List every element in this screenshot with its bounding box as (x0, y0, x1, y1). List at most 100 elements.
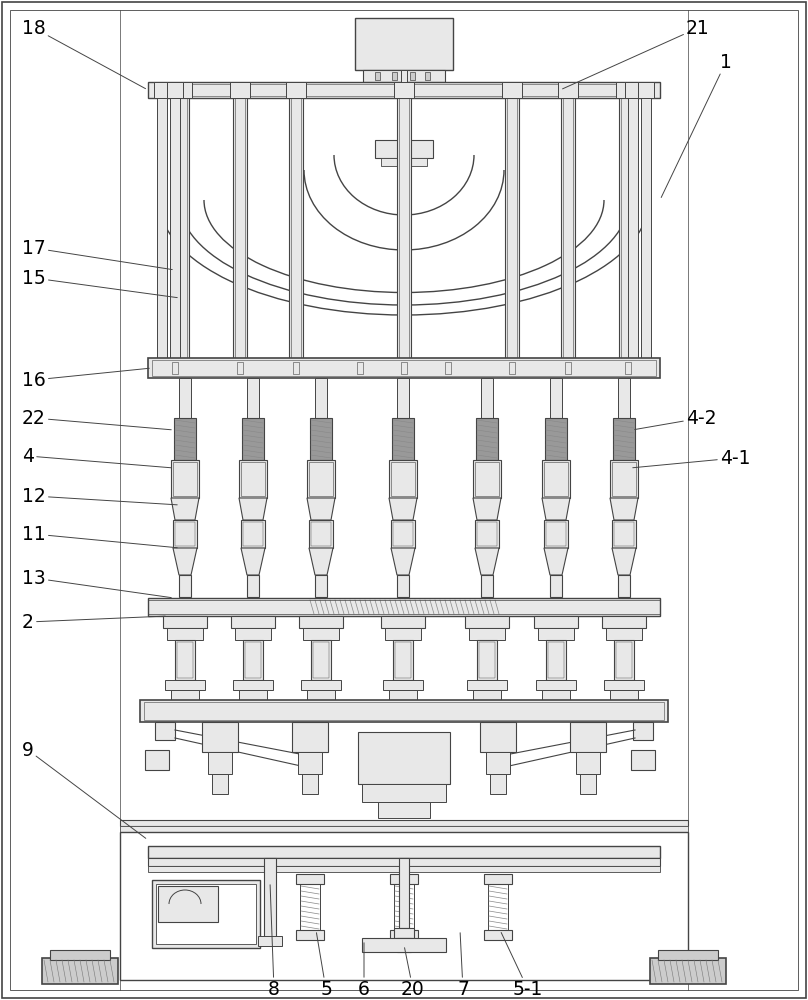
Bar (425, 72, 430, 80)
Bar (488, 884, 508, 930)
Bar (484, 874, 512, 884)
Bar (177, 98, 187, 368)
Bar (612, 520, 636, 548)
Bar (230, 82, 250, 98)
Bar (375, 140, 433, 158)
Bar (618, 575, 630, 597)
Bar (548, 642, 564, 678)
Bar (42, 958, 118, 984)
Bar (395, 642, 411, 678)
Circle shape (325, 603, 335, 613)
Bar (550, 378, 562, 418)
Bar (394, 82, 414, 98)
Bar (509, 362, 515, 374)
Bar (616, 82, 636, 98)
Bar (245, 642, 261, 678)
Bar (358, 732, 450, 784)
Bar (473, 460, 501, 498)
Text: 17: 17 (22, 238, 172, 270)
Bar (604, 680, 644, 690)
Bar (310, 418, 332, 460)
Bar (154, 82, 170, 98)
Bar (293, 362, 299, 374)
Bar (243, 522, 263, 546)
Bar (170, 98, 180, 368)
Bar (152, 360, 656, 376)
Bar (479, 642, 495, 678)
Circle shape (396, 902, 412, 918)
Text: 5-1: 5-1 (501, 933, 543, 999)
Text: 18: 18 (22, 18, 145, 89)
Polygon shape (391, 548, 415, 575)
Bar (148, 598, 660, 616)
Bar (477, 640, 497, 680)
Bar (175, 640, 195, 680)
Bar (576, 752, 600, 774)
Polygon shape (389, 498, 417, 520)
Bar (536, 680, 576, 690)
Bar (378, 802, 430, 818)
Bar (392, 418, 414, 460)
Bar (484, 930, 512, 940)
Bar (397, 575, 409, 597)
Text: 4-2: 4-2 (635, 408, 717, 430)
Text: 13: 13 (22, 568, 171, 598)
Bar (291, 98, 301, 368)
Bar (311, 522, 331, 546)
Text: 11: 11 (22, 524, 177, 548)
Bar (171, 460, 199, 498)
Bar (538, 628, 574, 640)
Bar (616, 642, 632, 678)
Bar (546, 522, 566, 546)
Circle shape (473, 603, 483, 613)
Bar (167, 82, 183, 98)
Bar (120, 832, 688, 980)
Bar (145, 750, 169, 770)
Bar (618, 378, 630, 418)
Bar (309, 462, 333, 496)
Bar (148, 82, 660, 98)
Bar (307, 690, 335, 700)
Bar (393, 640, 413, 680)
Bar (621, 98, 631, 368)
Bar (544, 462, 568, 496)
Text: 8: 8 (268, 885, 280, 999)
Bar (177, 642, 193, 678)
Circle shape (399, 603, 409, 613)
Polygon shape (171, 498, 199, 520)
Bar (242, 418, 264, 460)
Bar (233, 680, 273, 690)
Bar (389, 690, 417, 700)
Bar (542, 690, 570, 700)
Bar (631, 750, 655, 770)
Bar (237, 362, 243, 374)
Bar (465, 616, 509, 628)
Bar (357, 362, 363, 374)
Bar (476, 418, 498, 460)
Bar (289, 98, 303, 368)
Bar (175, 98, 189, 368)
Bar (565, 362, 571, 374)
Bar (148, 358, 660, 378)
Bar (445, 362, 451, 374)
Bar (173, 520, 197, 548)
Polygon shape (239, 498, 267, 520)
Bar (399, 858, 409, 928)
Bar (375, 72, 380, 80)
Polygon shape (173, 548, 197, 575)
Bar (612, 462, 636, 496)
Bar (155, 722, 175, 740)
Bar (614, 640, 634, 680)
Bar (641, 98, 651, 368)
Bar (561, 98, 575, 368)
Bar (292, 722, 328, 752)
Bar (243, 640, 263, 680)
Bar (50, 950, 110, 960)
Bar (355, 18, 453, 70)
Bar (239, 460, 267, 498)
Bar (235, 98, 245, 368)
Bar (475, 520, 499, 548)
Circle shape (160, 726, 170, 736)
Bar (302, 774, 318, 794)
Bar (505, 98, 519, 368)
